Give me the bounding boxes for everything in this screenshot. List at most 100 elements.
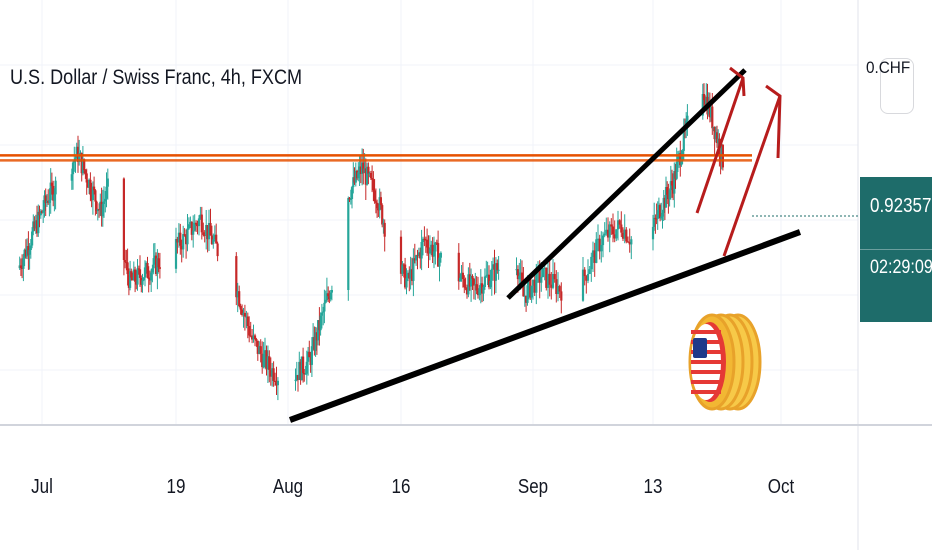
candle-down [377,208,380,211]
candle-down [248,326,251,336]
candle-down [560,291,563,301]
candle-down [670,181,674,186]
candle-down [461,272,464,280]
candle-down [399,236,403,274]
candle-down [183,234,186,236]
candle-up [482,286,485,294]
candle-up [382,222,385,225]
candle-down [702,94,706,100]
candle-up [527,279,530,286]
candle-down [437,243,440,267]
candle-up [405,278,408,288]
candle-up [664,187,668,208]
candle-up [535,269,538,293]
candle-down [468,274,471,287]
candle-up [467,274,470,295]
candle-up [105,186,108,199]
candle-down [131,277,134,281]
candle-up [102,201,106,204]
candle-up [420,242,423,259]
candle-up [34,220,37,229]
candle-down [85,173,88,183]
channel-trendline [506,68,747,300]
candle-up [145,263,148,268]
candle-up [45,200,49,203]
candle-down [44,195,47,203]
candle-down [373,190,376,202]
candle-down [713,126,716,140]
candle-down [130,271,133,278]
candle-down [610,224,613,227]
x-tick-label: 13 [643,476,663,498]
candle-down [593,250,596,263]
candle-up [657,205,660,211]
candle-up [556,286,560,295]
candle-down [371,178,374,180]
candle-up [212,239,215,244]
candle-up [675,162,678,179]
candle-up [660,216,663,219]
candle-down [94,190,97,202]
currency-badge-frame[interactable] [880,58,914,114]
candle-down [426,239,429,248]
candle-up [439,252,442,258]
candle-up [319,315,322,331]
candle-up [615,229,618,239]
candle-down [158,267,161,269]
candle-down [408,272,411,279]
candle-down [93,186,96,191]
candle-down [256,340,259,354]
candle-down [122,178,125,260]
candle-up [366,166,369,185]
candle-up [432,251,436,257]
candle-down [90,194,93,201]
candle-down [626,241,630,243]
candle-down [475,284,478,291]
candle-down [303,373,306,375]
candle-up [54,180,57,195]
candle-down [435,242,438,244]
candle-down [348,198,351,200]
candle-up [430,244,433,249]
us-flag-coins-icon [688,313,762,411]
candle-up [39,211,42,216]
candle-down [140,278,143,285]
candle-down [148,279,151,281]
candle-up [262,353,265,368]
candle-down [86,182,89,188]
candle-down [383,222,386,237]
candle-up [213,234,216,240]
candle-up [459,277,462,282]
candle-down [157,258,160,268]
candle-down [362,162,365,174]
candle-up [143,267,147,278]
candle-down [464,287,467,289]
candle-up [541,268,545,277]
candle-up [401,264,404,274]
candle-down [274,380,277,382]
candle-up [531,279,535,286]
candle-up [271,368,274,377]
candle-up [486,274,489,276]
candle-down [493,264,496,281]
candle-down [209,223,212,236]
candle-down [516,269,519,280]
candle-up [714,132,717,140]
candle-up [415,255,418,261]
candle-up [32,221,35,232]
candle-up [276,380,279,386]
candle-down [625,229,628,242]
candle-down [520,272,524,283]
candle-down [328,296,331,300]
candle-up [324,299,327,303]
currency-badge[interactable]: 0.CHF [866,58,911,77]
candle-down [402,264,405,266]
candle-down [376,202,379,209]
candle-down [50,182,53,186]
candle-down [308,351,311,358]
candle-up [104,198,107,202]
candle-down [431,244,434,257]
candle-down [611,226,615,235]
flag-stripe [691,330,721,334]
